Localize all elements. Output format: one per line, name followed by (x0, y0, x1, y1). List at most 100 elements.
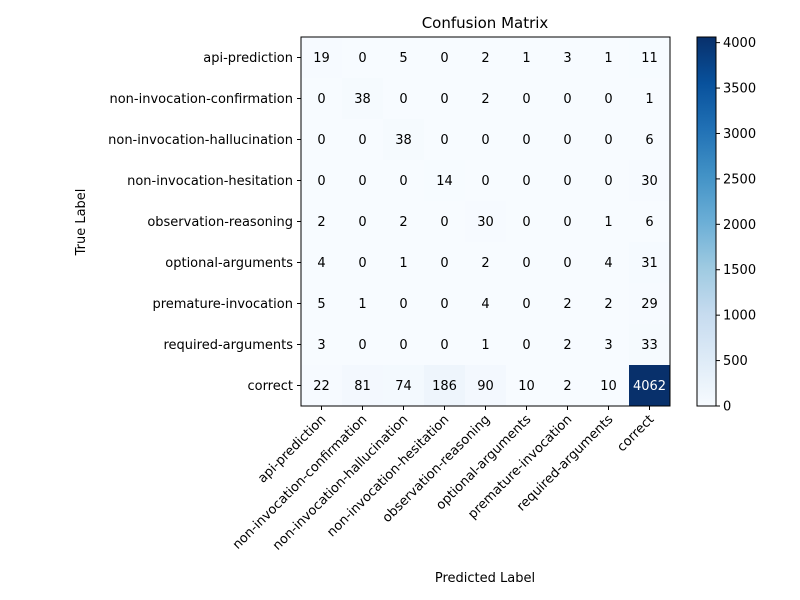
cell-value-label: 74 (395, 379, 412, 394)
colorbar-tick-label: 3500 (723, 82, 756, 97)
heatmap-cell (547, 201, 589, 243)
heatmap-cell (301, 160, 343, 202)
cell-value-label: 0 (563, 92, 571, 107)
chart-title: Confusion Matrix (422, 14, 549, 32)
heatmap-cell (547, 283, 589, 325)
cell-value-label: 1 (522, 51, 530, 66)
colorbar-tick-label: 2500 (723, 172, 756, 187)
cell-value-label: 0 (440, 297, 448, 312)
cell-value-label: 0 (440, 133, 448, 148)
cell-value-label: 0 (358, 133, 366, 148)
colorbar-tick-label: 1000 (723, 309, 756, 324)
y-tick-label: correct (247, 379, 293, 394)
heatmap-cell (342, 201, 384, 243)
x-axis-ticks: api-predictionnon-invocation-confirmatio… (230, 406, 657, 554)
heatmap-cell (383, 283, 425, 325)
heatmap-cell (629, 119, 671, 161)
heatmap-cell (465, 201, 507, 243)
heatmap-cell (547, 365, 589, 407)
cell-value-label: 31 (641, 256, 658, 271)
heatmap-cell (342, 119, 384, 161)
y-axis-label: True Label (74, 189, 89, 257)
heatmap-cell (629, 160, 671, 202)
cell-value-label: 0 (440, 92, 448, 107)
heatmap-cell (424, 201, 466, 243)
heatmap-cell (629, 324, 671, 366)
heatmap-cell (424, 324, 466, 366)
cell-value-label: 0 (481, 174, 489, 189)
cell-value-label: 0 (358, 51, 366, 66)
heatmap-cell (383, 324, 425, 366)
cell-value-label: 1 (481, 338, 489, 353)
cell-value-label: 0 (358, 256, 366, 271)
heatmap-cell (301, 78, 343, 120)
heatmap-cell (465, 37, 507, 79)
cell-value-label: 1 (399, 256, 407, 271)
heatmap-cell (547, 37, 589, 79)
heatmap-cell (588, 78, 630, 120)
cell-value-label: 0 (522, 297, 530, 312)
heatmap-cell (342, 283, 384, 325)
heatmap-cell (588, 160, 630, 202)
heatmap-cell (547, 119, 589, 161)
heatmap-cell (424, 242, 466, 284)
cell-value-label: 0 (522, 338, 530, 353)
heatmap-cell (383, 201, 425, 243)
cell-value-label: 1 (604, 51, 612, 66)
cell-value-label: 0 (358, 174, 366, 189)
heatmap-cell (588, 37, 630, 79)
y-tick-label: api-prediction (203, 51, 293, 66)
cell-value-label: 0 (522, 133, 530, 148)
cell-value-label: 0 (522, 92, 530, 107)
cell-value-label: 1 (604, 215, 612, 230)
heatmap-cell (629, 283, 671, 325)
cell-value-label: 6 (645, 215, 653, 230)
cell-value-label: 1 (358, 297, 366, 312)
cell-value-label: 4 (604, 256, 612, 271)
heatmap-cell (301, 119, 343, 161)
y-tick-label: required-arguments (163, 338, 293, 353)
heatmap-cell (383, 242, 425, 284)
colorbar-tick-label: 2000 (723, 218, 756, 233)
cell-value-label: 186 (432, 379, 457, 394)
heatmap-cell (301, 37, 343, 79)
cell-value-label: 6 (645, 133, 653, 148)
cell-value-label: 2 (604, 297, 612, 312)
cell-value-label: 29 (641, 297, 658, 312)
heatmap-cells: 19 0 5 0 2 1 3 1 110 38 0 0 2 0 0 0 10 0 38 0 0 0 0 0 60 0 0 14 0 0 0 0… (301, 37, 671, 407)
heatmap-cell (547, 324, 589, 366)
cell-value-label: 0 (440, 215, 448, 230)
cell-value-label: 3 (604, 338, 612, 353)
cell-value-label: 0 (317, 92, 325, 107)
heatmap-cell (383, 37, 425, 79)
heatmap-cell (301, 242, 343, 284)
x-tick-label: api-prediction (255, 412, 329, 486)
heatmap-cell (342, 160, 384, 202)
cell-value-label: 11 (641, 51, 658, 66)
cell-value-label: 0 (563, 133, 571, 148)
heatmap-cell (424, 160, 466, 202)
cell-value-label: 2 (481, 51, 489, 66)
cell-value-label: 0 (399, 297, 407, 312)
heatmap-cell (506, 242, 548, 284)
cell-value-label: 90 (477, 379, 494, 394)
heatmap-cell (588, 283, 630, 325)
cell-value-label: 0 (399, 92, 407, 107)
heatmap-cell (506, 119, 548, 161)
colorbar-tick-label: 500 (723, 354, 748, 369)
y-axis-ticks: api-prediction non-invocation-confirmatio… (108, 51, 301, 394)
colorbar-tick-label: 4000 (723, 36, 756, 51)
cell-value-label: 0 (399, 338, 407, 353)
cell-value-label: 0 (522, 215, 530, 230)
heatmap-cell (506, 160, 548, 202)
colorbar-tick-label: 0 (723, 400, 731, 415)
cell-value-label: 0 (440, 51, 448, 66)
heatmap-cell (629, 365, 671, 407)
heatmap-cell (465, 119, 507, 161)
heatmap-cell (383, 160, 425, 202)
heatmap-cell (424, 78, 466, 120)
cell-value-label: 30 (477, 215, 494, 230)
heatmap-cell (342, 365, 384, 407)
y-tick-label: observation-reasoning (147, 215, 293, 230)
y-tick-label: non-invocation-confirmation (109, 92, 293, 107)
